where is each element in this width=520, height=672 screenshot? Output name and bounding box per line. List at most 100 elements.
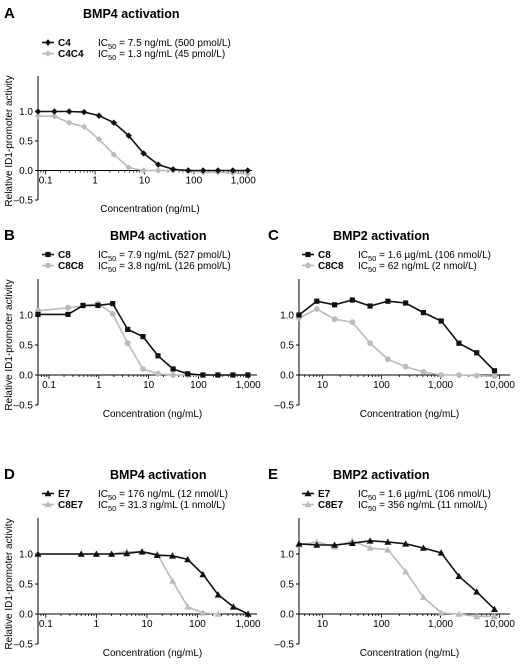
data-point bbox=[419, 593, 427, 600]
x-tick-label: 0.1 bbox=[42, 380, 56, 391]
y-tick-label: 0.0 bbox=[280, 371, 294, 382]
y-tick-label: 0.5 bbox=[19, 341, 33, 352]
x-tick-label: 0.1 bbox=[39, 176, 53, 187]
data-point bbox=[402, 363, 409, 370]
data-point bbox=[490, 612, 498, 620]
legend-name: C8C8 bbox=[58, 261, 84, 272]
x-axis-label: Concentration (ng/mL) bbox=[360, 409, 460, 420]
legend-entry-c8c8: C8C8 IC50 = 62 ng/mL (2 nmol/L) bbox=[302, 261, 477, 274]
chart-title: BMP4 activation bbox=[110, 229, 207, 243]
series-c8 bbox=[296, 297, 498, 374]
data-point bbox=[438, 318, 444, 324]
legend-entry-e7: E7 IC50 = 1.6 µg/mL (106 nmol/L) bbox=[302, 489, 491, 502]
y-tick-label: –0.5 bbox=[14, 401, 34, 412]
data-point bbox=[199, 167, 207, 174]
data-point bbox=[331, 541, 339, 548]
data-point bbox=[491, 373, 498, 380]
y-tick-label: –0.5 bbox=[14, 196, 34, 207]
legend-name: C4 bbox=[58, 38, 71, 49]
data-point bbox=[153, 551, 161, 558]
data-point bbox=[215, 372, 221, 378]
data-point bbox=[34, 550, 42, 557]
data-point bbox=[313, 541, 321, 548]
legend-name: E7 bbox=[318, 489, 331, 500]
data-point bbox=[420, 369, 427, 375]
data-point bbox=[366, 544, 374, 551]
data-point bbox=[155, 167, 162, 174]
legend-entry-c4c4: C4C4 IC50 = 1.3 ng/mL (45 pmol/L) bbox=[42, 49, 225, 62]
data-point bbox=[296, 312, 302, 318]
data-point bbox=[95, 136, 103, 143]
data-point bbox=[244, 610, 252, 617]
data-point bbox=[95, 112, 103, 119]
legend-ic50: IC50 = 62 ng/mL (2 nmol/L) bbox=[358, 261, 477, 274]
panel-letter: B bbox=[4, 227, 15, 244]
data-point bbox=[51, 113, 58, 120]
legend-marker bbox=[305, 251, 311, 258]
data-point bbox=[125, 326, 131, 332]
x-axis-label: Concentration (ng/mL) bbox=[103, 409, 203, 420]
series-line bbox=[298, 308, 495, 377]
data-point bbox=[155, 353, 161, 359]
legend-ic50: IC50 = 1.3 ng/mL (45 pmol/L) bbox=[98, 49, 225, 62]
data-point bbox=[214, 591, 222, 598]
x-tick-label: 10,000 bbox=[484, 619, 515, 630]
data-point bbox=[169, 577, 177, 584]
legend-name: C8 bbox=[318, 250, 331, 261]
data-point bbox=[349, 319, 356, 326]
data-point bbox=[125, 132, 132, 139]
legend-marker bbox=[44, 501, 52, 508]
data-point bbox=[473, 372, 480, 379]
legend-ic50: IC50 = 1.6 µg/mL (106 nmol/L) bbox=[358, 489, 491, 502]
legend-marker bbox=[45, 251, 51, 258]
data-point bbox=[140, 366, 146, 372]
data-point bbox=[230, 372, 236, 378]
data-point bbox=[385, 298, 391, 304]
legend-ic50: IC50 = 356 ng/mL (11 nmol/L) bbox=[358, 500, 487, 513]
x-tick-label: 1,000 bbox=[231, 176, 256, 187]
series-line bbox=[298, 539, 496, 610]
panel-a: A BMP4 activation –0.5 0.0 0.5 1.0 0.1 1 10 100 1,… bbox=[4, 5, 256, 215]
legend-name: C4C4 bbox=[58, 49, 84, 60]
y-tick-label: 0.5 bbox=[280, 580, 294, 591]
data-point bbox=[229, 167, 237, 174]
data-point bbox=[473, 588, 481, 595]
data-point bbox=[331, 316, 338, 323]
x-tick-label: 1,000 bbox=[428, 619, 453, 630]
data-point bbox=[438, 372, 445, 378]
series-c4c4 bbox=[34, 113, 251, 178]
data-point bbox=[108, 550, 116, 557]
data-point bbox=[456, 372, 462, 378]
y-tick-label: –0.5 bbox=[275, 401, 295, 412]
chart-title: BMP4 activation bbox=[110, 468, 207, 482]
series-line bbox=[38, 550, 219, 615]
data-point bbox=[65, 311, 71, 317]
data-point bbox=[51, 108, 58, 115]
series-e7 bbox=[34, 548, 252, 617]
data-point bbox=[170, 366, 176, 372]
x-tick-label: 0.1 bbox=[39, 619, 53, 630]
panel-letter: C bbox=[268, 227, 279, 244]
legend-name: C8E7 bbox=[58, 500, 83, 511]
data-point bbox=[244, 167, 251, 174]
data-point bbox=[384, 546, 392, 553]
data-point bbox=[437, 609, 445, 616]
data-point bbox=[384, 538, 392, 545]
series-c8e7 bbox=[34, 548, 222, 617]
data-point bbox=[140, 150, 147, 157]
data-point bbox=[384, 356, 391, 363]
data-point bbox=[348, 539, 356, 546]
y-tick-label: 0.5 bbox=[19, 137, 33, 148]
x-axis-label: Concentration (ng/mL) bbox=[100, 204, 200, 215]
panel-letter: E bbox=[268, 466, 278, 483]
data-point bbox=[420, 310, 427, 316]
y-axis-label: Relative ID1-promoter activity bbox=[4, 279, 15, 410]
legend-entry-e7: E7 IC50 = 176 ng/mL (12 nmol/L) bbox=[42, 489, 228, 502]
data-point bbox=[199, 609, 207, 616]
series-e7 bbox=[295, 537, 498, 612]
data-point bbox=[455, 610, 463, 617]
data-point bbox=[184, 555, 192, 563]
data-point bbox=[34, 108, 42, 115]
x-tick-label: 1,000 bbox=[428, 380, 453, 391]
